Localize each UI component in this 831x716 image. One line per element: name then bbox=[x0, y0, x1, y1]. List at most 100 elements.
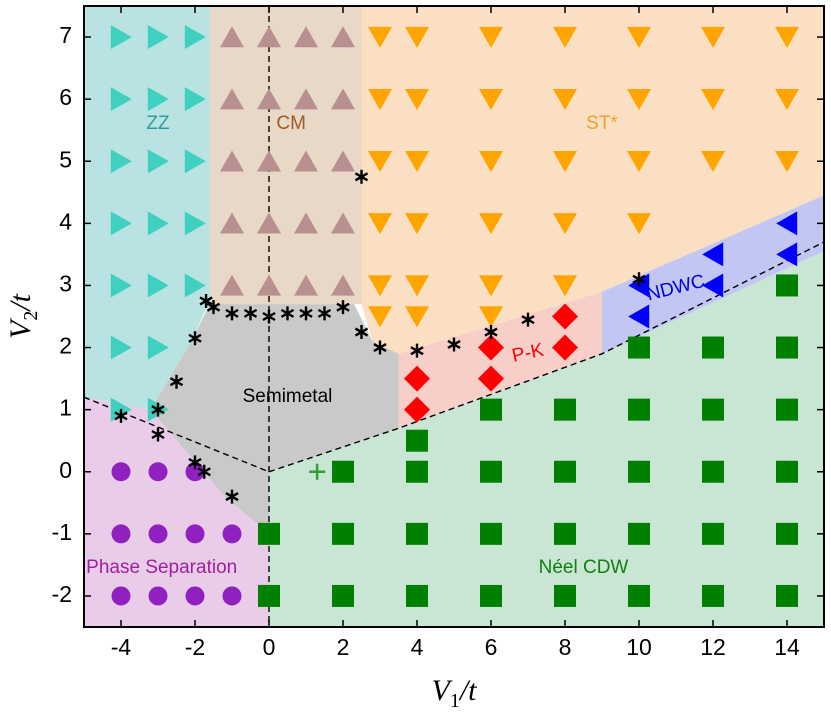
point-cm-11 bbox=[331, 150, 355, 172]
point-transition-points-10 bbox=[354, 325, 369, 340]
region-label-n-el-cdw: Néel CDW bbox=[539, 557, 629, 578]
point-zz-15 bbox=[110, 335, 132, 360]
point-transition-points-4 bbox=[243, 306, 258, 321]
point-transition-points-19 bbox=[151, 402, 165, 417]
point-n-el-cdw-21 bbox=[554, 522, 576, 545]
point-cm-13 bbox=[257, 212, 281, 234]
y-tick-label: 5 bbox=[59, 146, 72, 172]
point-cm-1 bbox=[257, 26, 281, 48]
point-st-7 bbox=[368, 88, 392, 110]
point-zz-6 bbox=[110, 149, 132, 174]
point-st-1 bbox=[405, 26, 429, 48]
region-label-phase-separation: Phase Separation bbox=[86, 557, 237, 578]
point-st-30 bbox=[368, 306, 392, 328]
point-p-k-4 bbox=[478, 365, 504, 392]
point-st-9 bbox=[479, 88, 503, 110]
point-zz-0 bbox=[110, 25, 132, 50]
x-tick-label: 14 bbox=[774, 634, 800, 660]
point-cm-15 bbox=[331, 212, 355, 234]
point-st-16 bbox=[479, 151, 503, 173]
point-n-el-cdw-9 bbox=[406, 429, 428, 452]
point-st-25 bbox=[627, 213, 651, 235]
point-transition-points-22 bbox=[188, 455, 202, 470]
point-st-18 bbox=[627, 151, 651, 173]
point-n-el-cdw-2 bbox=[702, 336, 724, 359]
point-transition-points-8 bbox=[317, 306, 332, 321]
x-axis-label: V1/t bbox=[432, 674, 478, 712]
point-p-k-5 bbox=[404, 396, 430, 423]
y-axis-label: V2/t bbox=[4, 293, 42, 339]
point-transition-points-9 bbox=[336, 300, 350, 315]
point-n-el-cdw-27 bbox=[406, 584, 428, 607]
point-transition-points-12 bbox=[410, 343, 424, 358]
point-st-5 bbox=[701, 26, 725, 48]
point-transition-points-13 bbox=[447, 337, 461, 352]
point-cm-14 bbox=[294, 212, 318, 234]
region-p-k bbox=[398, 291, 602, 429]
point-transition-points-2 bbox=[206, 300, 221, 315]
y-tick-label: 0 bbox=[59, 457, 72, 483]
point-st-27 bbox=[405, 275, 429, 297]
point-n-el-cdw-16 bbox=[776, 460, 798, 483]
point-cm-12 bbox=[220, 212, 244, 234]
point-cm-10 bbox=[294, 150, 318, 172]
point-phase-separation-10 bbox=[222, 586, 242, 606]
point-n-el-cdw-29 bbox=[554, 584, 576, 607]
region-semimetal bbox=[150, 304, 399, 534]
point-zz-10 bbox=[147, 211, 169, 236]
y-tick-label: 1 bbox=[59, 395, 72, 421]
region-phase-separation bbox=[84, 397, 269, 627]
point-transition-points-20 bbox=[114, 408, 128, 423]
region-label-st: ST* bbox=[586, 113, 618, 134]
point-zz-9 bbox=[110, 211, 132, 236]
x-axis-title: V1/t bbox=[432, 674, 478, 712]
point-marker-0 bbox=[309, 463, 326, 480]
point-ndwc-5 bbox=[628, 304, 650, 329]
point-cm-5 bbox=[257, 88, 281, 110]
point-n-el-cdw-19 bbox=[406, 522, 428, 545]
point-phase-separation-7 bbox=[111, 586, 131, 606]
point-zz-3 bbox=[110, 87, 132, 112]
point-phase-separation-1 bbox=[148, 462, 168, 482]
point-n-el-cdw-23 bbox=[702, 522, 724, 545]
point-cm-17 bbox=[257, 274, 281, 296]
plot-frame bbox=[83, 5, 825, 628]
point-transition-points-21 bbox=[151, 427, 165, 442]
point-transition-points-16 bbox=[632, 272, 646, 287]
point-transition-points-5 bbox=[262, 309, 276, 324]
point-n-el-cdw-12 bbox=[480, 460, 502, 483]
point-zz-11 bbox=[184, 211, 206, 236]
point-n-el-cdw-10 bbox=[332, 460, 354, 483]
y-tick-label: 7 bbox=[59, 22, 72, 48]
point-ndwc-2 bbox=[776, 242, 798, 267]
point-st-6 bbox=[775, 26, 799, 48]
point-n-el-cdw-6 bbox=[628, 398, 650, 421]
point-transition-points-23 bbox=[197, 464, 211, 479]
y-axis-title: V2/t bbox=[4, 293, 42, 339]
point-n-el-cdw-24 bbox=[776, 522, 798, 545]
point-cm-18 bbox=[294, 274, 318, 296]
x-tick-label: -4 bbox=[111, 634, 132, 660]
point-zz-16 bbox=[147, 335, 169, 360]
point-phase-separation-3 bbox=[111, 524, 131, 544]
point-st-32 bbox=[479, 306, 503, 328]
point-ndwc-0 bbox=[776, 211, 798, 236]
y-tick-label: -2 bbox=[52, 581, 72, 607]
point-transition-points-3 bbox=[225, 306, 239, 321]
point-zz-4 bbox=[147, 87, 169, 112]
point-p-k-3 bbox=[404, 365, 430, 392]
y-tick-label: 2 bbox=[59, 333, 72, 359]
point-zz-7 bbox=[147, 149, 169, 174]
point-n-el-cdw-3 bbox=[776, 336, 798, 359]
point-transition-points-14 bbox=[484, 325, 498, 340]
point-cm-8 bbox=[220, 150, 244, 172]
point-st-31 bbox=[405, 306, 429, 328]
point-n-el-cdw-18 bbox=[332, 522, 354, 545]
region-label-zz: ZZ bbox=[146, 113, 170, 134]
x-tick-label: 2 bbox=[337, 634, 350, 660]
point-transition-points-6 bbox=[280, 306, 295, 321]
point-transition-points-17 bbox=[188, 331, 202, 346]
point-p-k-0 bbox=[552, 303, 578, 330]
point-st-13 bbox=[775, 88, 799, 110]
point-st-14 bbox=[368, 151, 392, 173]
